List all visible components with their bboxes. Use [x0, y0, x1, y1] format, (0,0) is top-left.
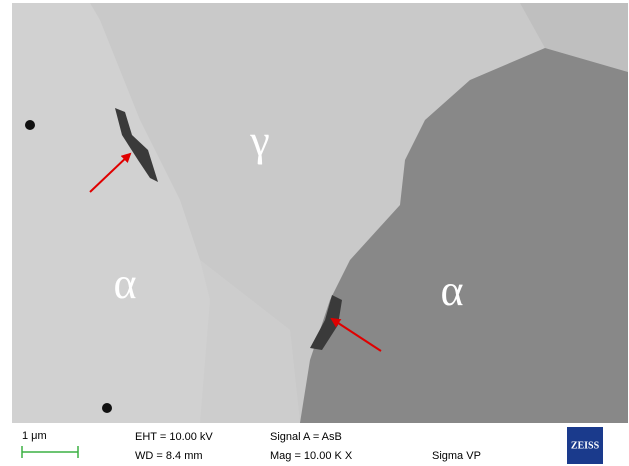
logo: ZEISS [571, 440, 600, 451]
phase-label: α [113, 259, 136, 308]
signal: Signal A = AsB [270, 431, 342, 443]
micrograph: γ α α [12, 3, 628, 423]
page: {"micrograph": {"labels": ["γ", "α", "α"… [0, 0, 629, 466]
sem-figure: γ α α 1 μm EHT = 10.00 kV WD = 8.4 mm Si… [0, 0, 629, 466]
phase-label: α [440, 266, 463, 315]
eht: EHT = 10.00 kV [135, 431, 213, 443]
mag: Mag = 10.00 K X [270, 450, 353, 462]
wd: WD = 8.4 mm [135, 450, 203, 462]
scale-bar [22, 446, 78, 458]
info-bar: 1 μm EHT = 10.00 kV WD = 8.4 mm Signal A… [22, 427, 603, 464]
scale-label: 1 μm [22, 430, 47, 442]
pore [25, 120, 35, 130]
phase-label: γ [249, 116, 269, 165]
pore [102, 403, 112, 413]
instrument: Sigma VP [432, 450, 481, 462]
